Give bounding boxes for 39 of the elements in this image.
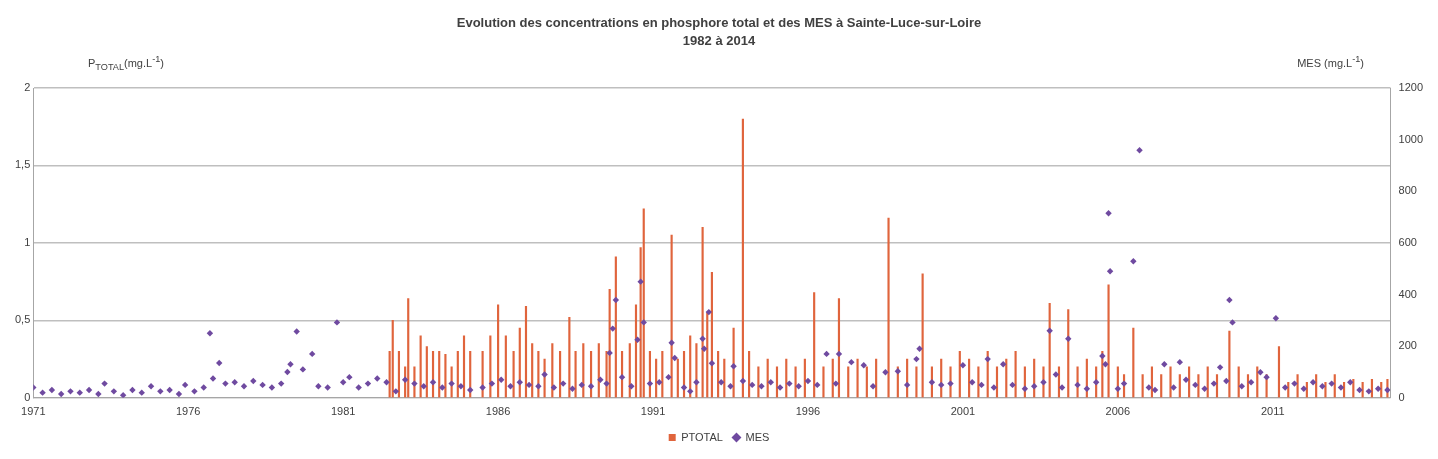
bar — [1178, 374, 1181, 398]
bar — [531, 343, 534, 398]
x-tick-label: 1996 — [795, 405, 821, 418]
x-tick-label: 1991 — [640, 405, 666, 418]
chart-title: Evolution des concentrations en phosphore total et des MES à Sainte-Luce-sur-Loire — [455, 14, 983, 32]
x-tick-label: 1986 — [485, 405, 511, 418]
bar — [1277, 346, 1281, 398]
bar — [1188, 366, 1191, 398]
legend-label: PTOTAL — [681, 430, 723, 443]
legend-label: MES — [745, 430, 770, 443]
y2-tick-label: 1200 — [1398, 81, 1424, 94]
bar — [915, 366, 918, 398]
y2-tick-label: 800 — [1398, 184, 1417, 197]
y-tick-label: 2 — [24, 81, 31, 94]
y-tick-label: 1,5 — [14, 158, 31, 171]
x-tick-label: 2011 — [1260, 405, 1285, 418]
x-tick-label: 1981 — [330, 405, 356, 418]
bar — [1160, 374, 1163, 398]
bar — [504, 335, 507, 398]
x-tick-label: 1971 — [21, 405, 46, 418]
y2-tick-label: 400 — [1398, 287, 1417, 300]
bar — [741, 118, 744, 398]
bar — [822, 366, 825, 398]
y-tick-label: 0,5 — [14, 313, 31, 326]
y2-tick-label: 600 — [1398, 235, 1417, 248]
x-tick-label: 2006 — [1105, 405, 1131, 418]
x-tick-label: 1976 — [175, 405, 201, 418]
y2-tick-label: 0 — [1398, 390, 1405, 403]
y-axis-title: P$_{TOTAL}$(mg.L$^{-1}$) — [88, 54, 164, 72]
x-tick-label: 2001 — [950, 405, 976, 418]
bar — [1141, 374, 1144, 398]
y-tick-label: 0 — [24, 390, 31, 403]
y2-axis-title: MES (mg.L$^{-1}$) — [1297, 54, 1364, 69]
y2-tick-label: 1000 — [1398, 132, 1424, 145]
y-tick-label: 1 — [24, 235, 31, 248]
bar — [856, 358, 859, 398]
y2-tick-label: 200 — [1398, 339, 1417, 352]
chart-subtitle: 1982 à 2014 — [681, 32, 757, 50]
bar — [1132, 327, 1135, 398]
